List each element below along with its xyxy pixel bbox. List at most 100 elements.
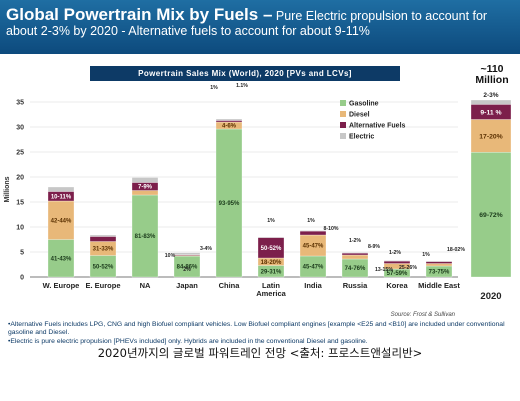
annotation-label: 8-10%	[324, 226, 339, 232]
legend-label: Alternative Fuels	[349, 123, 406, 130]
bar-segment	[383, 260, 411, 264]
data-label: 50-52%	[261, 246, 282, 252]
source-note: Source: Frost & Sullivan	[391, 312, 456, 318]
data-label: 81-83%	[135, 234, 156, 240]
y-tick-label: 5	[20, 250, 24, 257]
annotation-label: 1%	[307, 218, 315, 224]
y-tick-label: 10	[16, 225, 24, 232]
x-tick-label: China	[219, 281, 241, 290]
data-label: 29-31%	[261, 269, 282, 275]
world-total-label: ~110 Million	[466, 64, 518, 86]
korean-caption: 2020년까지의 글로벌 파워트레인 전망 <출처: 프로스트앤설리반>	[97, 346, 423, 360]
bar-segment	[131, 177, 159, 183]
powertrain-chart: Millions 0 5 10 15 20 25 30 35 41-43% 42-44% 10-11%…	[4, 83, 512, 318]
bar-segment	[47, 200, 75, 240]
data-label: 74-76%	[345, 266, 366, 272]
world-total-line: ~110	[480, 63, 504, 75]
legend-swatch	[340, 100, 346, 106]
data-label: 41-43%	[51, 256, 72, 262]
bar-segment	[131, 190, 159, 196]
world-bar-segment	[470, 99, 512, 105]
annotation-label: 1%	[267, 218, 275, 224]
legend-label: Gasoline	[349, 101, 379, 108]
annotation-label: 3-4%	[200, 246, 212, 252]
world-bar-label: 17-20%	[479, 133, 502, 140]
title-banner	[0, 0, 520, 54]
data-label: 73-75%	[429, 270, 450, 276]
data-label: 57-59%	[387, 271, 408, 277]
x-tick-label: India	[304, 281, 322, 290]
annotation-label: 8-9%	[368, 244, 380, 250]
world-bar-segment	[470, 119, 512, 153]
bar-segment	[131, 194, 159, 278]
data-label: 50-52%	[93, 264, 114, 270]
data-label: 42-44%	[51, 218, 72, 224]
annotation-label: 1-2%	[349, 238, 361, 244]
bar-segment	[215, 128, 243, 278]
bar-segment	[341, 252, 369, 254]
annotation-label: 1-2%	[389, 250, 401, 256]
legend-label: Diesel	[349, 112, 370, 119]
data-label: 84-86%	[177, 265, 198, 271]
x-tick-label: NA	[140, 281, 151, 290]
footnotes: •Alternative Fuels includes LPG, CNG and…	[8, 321, 513, 346]
bar-segment	[89, 234, 117, 237]
annotation-label: 2%	[183, 267, 191, 273]
y-axis-label: Millions	[4, 176, 11, 202]
world-bar-label: 9-11 %	[480, 109, 501, 116]
x-tick-label: Japan	[176, 281, 198, 290]
y-tick-label: 20	[16, 175, 24, 182]
legend-swatch	[340, 122, 346, 128]
annotation-label: 13-15%	[375, 267, 393, 273]
world-total-line: Million	[475, 74, 509, 86]
x-tick-label: W. Europe	[43, 281, 80, 290]
footnote-electric: •Electric is pure electric propulsion [P…	[8, 337, 368, 345]
y-tick-label: 35	[16, 100, 24, 107]
y-tick-label: 0	[20, 275, 24, 282]
y-tick-label: 30	[16, 125, 24, 132]
bar-segment	[425, 261, 453, 264]
bar-segment	[47, 186, 75, 192]
bar-segment	[383, 260, 411, 262]
data-label: 18-20%	[261, 260, 282, 266]
annotation-label: 1%	[422, 252, 430, 258]
footnote-alternative-fuels: •Alternative Fuels includes LPG, CNG and…	[8, 321, 505, 337]
world-bar-label: 69-72%	[479, 212, 502, 219]
annotation-label: 1.1%	[236, 83, 248, 89]
data-label: 45-47%	[303, 244, 324, 250]
bar-segment	[89, 236, 117, 242]
data-label: 10-11%	[51, 194, 72, 200]
data-label: 4-6%	[222, 124, 237, 130]
title-rest: Pure Electric propulsion to account for …	[6, 9, 488, 38]
bar-segment	[425, 260, 453, 262]
legend-label: Electric	[349, 134, 374, 141]
annotation-label: 25-26%	[399, 265, 417, 271]
bar-segment	[425, 263, 453, 267]
bar-segment	[341, 252, 369, 256]
legend-swatch	[340, 111, 346, 117]
world-bar-segment	[470, 152, 512, 278]
bar-segment	[215, 118, 243, 121]
world-bar-year: 2020	[480, 291, 501, 302]
world-bar-label: 2-3%	[483, 92, 498, 99]
x-tick-label: Russia	[343, 281, 368, 290]
y-tick-label: 15	[16, 200, 24, 207]
data-label: 45-47%	[303, 265, 324, 271]
page-title: Global Powertrain Mix by Fuels – Pure El…	[6, 6, 514, 39]
bar-segment	[257, 236, 285, 238]
annotation-label: 10%	[165, 253, 176, 259]
data-label: 31-33%	[93, 247, 114, 253]
x-tick-label: Latin	[262, 281, 280, 290]
x-tick-label: America	[256, 289, 286, 298]
bar-segment	[173, 252, 201, 255]
bar-segment	[215, 120, 243, 123]
bar-segment	[299, 230, 327, 232]
bar-segment	[299, 230, 327, 236]
chart-panel	[0, 54, 520, 324]
x-tick-label: Korea	[386, 281, 408, 290]
annotation-label: 18-02%	[447, 247, 465, 253]
x-tick-label: E. Europe	[85, 281, 120, 290]
data-label: 93-95%	[219, 201, 240, 207]
chart-title: Powertrain Sales Mix (World), 2020 [PVs …	[90, 66, 400, 81]
legend-swatch	[340, 133, 346, 139]
